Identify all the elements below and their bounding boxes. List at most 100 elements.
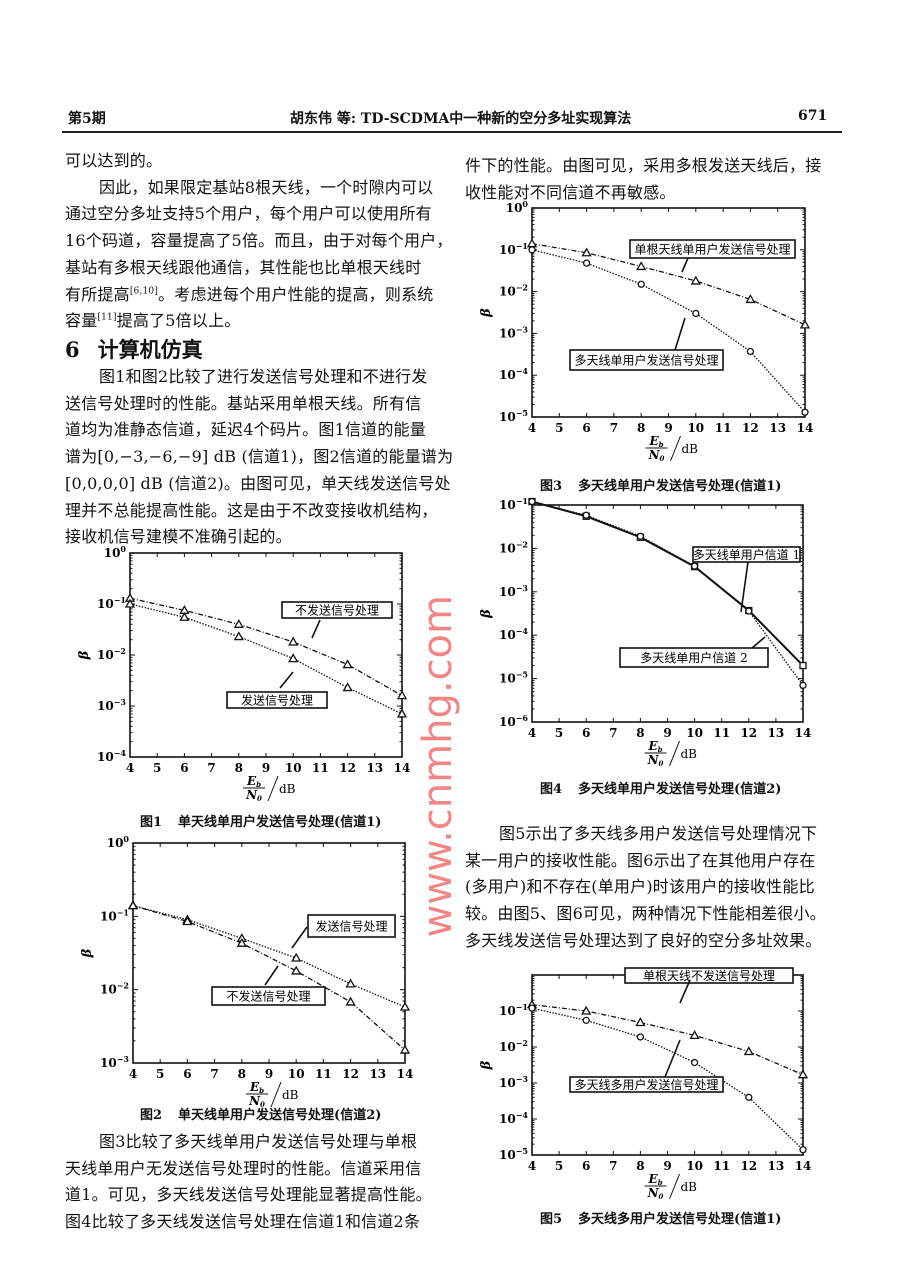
- text-line: 多天线发送信号处理达到了良好的空分多址效果。: [465, 927, 821, 951]
- x-axis-label-numerator: Eb: [647, 739, 662, 754]
- x-tick-label: 11: [715, 421, 732, 435]
- text-line: (多用户)和不存在(单用户)时该用户的接收性能比: [465, 873, 815, 897]
- text-segment: 件下的性能。由图可见，采用多根发送天线后，接: [465, 156, 822, 175]
- annotation-leader: [291, 926, 308, 949]
- data-point-triangle: [396, 708, 408, 718]
- denominator-subscript: 0: [260, 1100, 265, 1109]
- journal-issue: 第5期: [68, 111, 106, 127]
- y-tick-label: 100: [104, 544, 127, 560]
- data-point-circle: [636, 1033, 645, 1041]
- annotation-leader: [311, 619, 321, 639]
- series-annotation-box: [692, 546, 801, 563]
- x-tick-label: 11: [713, 726, 730, 740]
- text-line: 16个码道，容量提高了5倍。而且，由于对每个用户，: [65, 227, 453, 251]
- series-line: [132, 904, 406, 1051]
- data-point-circle: [799, 1146, 807, 1154]
- text-line: 图4比较了多天线发送信号处理在信道1和信道2条: [65, 1208, 420, 1232]
- data-point-triangle: [179, 611, 190, 621]
- x-tick-label: 4: [126, 761, 134, 775]
- y-tick-label: 10−4: [499, 1110, 528, 1126]
- text-line: 容量[11]提高了5倍以上。: [65, 307, 240, 331]
- series-annotation-box: [281, 601, 393, 619]
- x-axis-label-denominator: N0: [647, 753, 664, 768]
- y-tick-label: 10−4: [97, 748, 126, 764]
- x-axis-label-numerator: Eb: [648, 434, 663, 449]
- series-annotation-box: [569, 1076, 724, 1093]
- text-line: 较。由图5、图6可见，两种情况下性能相差很小。: [465, 900, 826, 924]
- data-point-triangle: [690, 275, 701, 285]
- y-tick-label: 10−3: [499, 1074, 528, 1090]
- series-line: [129, 597, 403, 697]
- series-annotation-label: 单根天线不发送信号处理: [643, 968, 775, 983]
- text-segment: 因此，如果限定基站8根天线，一个时隙内可以: [99, 177, 434, 197]
- x-tick-label: 5: [555, 1159, 563, 1173]
- y-tick-label: 10−2: [97, 646, 126, 662]
- series-annotation-label: 不发送信号处理: [295, 603, 379, 618]
- data-point-triangle: [799, 319, 811, 329]
- y-tick-label: 10−3: [499, 583, 528, 599]
- y-tick-label: 10−6: [499, 713, 528, 729]
- text-segment: 多天线发送信号处理达到了良好的空分多址效果。: [465, 930, 822, 950]
- figure-1: 4 5 6 7 8 9 10 11 12 13 14 100 10−1 10−2 10−3 10−4 β EbN0…: [77, 544, 410, 803]
- plot-frame: [129, 552, 403, 758]
- x-tick-label: 10: [686, 1159, 703, 1173]
- y-tick-label: 10−2: [499, 283, 528, 299]
- series-annotation-label: 发送信号处理: [241, 693, 313, 708]
- x-tick-label: 7: [609, 726, 617, 740]
- data-point-triangle: [743, 1046, 754, 1056]
- series-line: [531, 500, 804, 667]
- series-annotation-box: [307, 914, 396, 938]
- numerator-subscript: b: [658, 1178, 663, 1187]
- running-title: 胡东伟 等: TD-SCDMA中一种新的空分多址实现算法: [290, 111, 632, 127]
- denominator-subscript: 0: [659, 1192, 664, 1201]
- annotation-leader: [751, 636, 766, 649]
- x-tick-label: 13: [369, 1067, 386, 1081]
- text-line: 某一用户的接收性能。图6示出了在其他用户存在: [465, 847, 816, 871]
- page-number: 671: [798, 108, 828, 124]
- data-point-triangle: [342, 682, 353, 692]
- figure-caption: 图2 单天线单用户发送信号处理(信道2): [140, 1108, 381, 1123]
- denominator-symbol: N: [648, 448, 661, 462]
- plot-frame: [132, 842, 406, 1064]
- numerator-subscript: b: [659, 440, 664, 449]
- data-point-circle: [690, 1058, 699, 1067]
- data-point-triangle: [124, 598, 136, 608]
- text-line: 图1和图2比较了进行发送信号处理和不进行发: [65, 363, 428, 387]
- x-tick-label: 6: [582, 726, 590, 740]
- text-segment: 提高了5倍以上。: [116, 311, 241, 331]
- y-tick-label: 10−4: [499, 366, 528, 382]
- series-annotation-label: 多天线单用户发送信号处理: [574, 353, 718, 368]
- x-tick-label: 13: [768, 726, 785, 740]
- text-segment: 道均为准静态信道，延迟4个码片。图1信道的能量: [65, 420, 426, 440]
- series-annotation-box: [619, 647, 769, 668]
- data-point-circle: [636, 532, 645, 540]
- x-tick-label: 11: [315, 1067, 332, 1081]
- slash: [267, 775, 279, 802]
- text-line: 可以达到的。: [65, 147, 162, 171]
- text-segment: 收性能对不同信道不再敏感。: [465, 182, 676, 202]
- data-point-triangle: [288, 636, 299, 646]
- data-point-square: [799, 661, 807, 670]
- x-axis-unit: dB: [279, 782, 296, 796]
- figure-4: 4 5 6 7 8 9 10 11 12 13 14 10−1 10−2 10−3 10−4 10−5 10−6…: [479, 496, 811, 768]
- text-segment: 基站有多根天线跟他通信，其性能也比单根天线时: [65, 257, 422, 277]
- series-line: [129, 603, 403, 715]
- numerator-symbol: E: [246, 774, 257, 788]
- data-point-circle: [745, 1093, 753, 1101]
- denominator-symbol: N: [647, 753, 660, 767]
- header-rule: [62, 131, 842, 133]
- data-point-circle: [528, 1004, 536, 1012]
- y-axis-label: β: [479, 609, 494, 619]
- watermark: www.cnmhg.com: [415, 595, 461, 938]
- series-annotation-label: 发送信号处理: [315, 919, 387, 934]
- data-point-triangle: [581, 1005, 592, 1015]
- annotation-leader: [674, 317, 686, 351]
- x-tick-label: 12: [740, 1159, 757, 1173]
- x-tick-label: 14: [397, 1067, 414, 1081]
- slash: [669, 1173, 680, 1200]
- text-line: 谱为[0,−3,−6,−9] dB (信道1)，图2信道的能量谱为: [65, 443, 453, 467]
- data-point-triangle: [233, 631, 244, 641]
- annotation-leader: [740, 561, 749, 613]
- data-point-triangle: [291, 965, 302, 975]
